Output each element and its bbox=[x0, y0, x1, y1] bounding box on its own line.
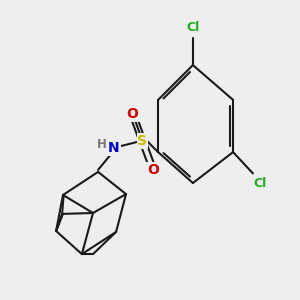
Text: Cl: Cl bbox=[253, 177, 266, 190]
Text: N: N bbox=[108, 141, 120, 154]
Text: O: O bbox=[147, 163, 159, 176]
Text: Cl: Cl bbox=[186, 21, 200, 34]
Text: O: O bbox=[127, 107, 139, 121]
Text: S: S bbox=[137, 134, 148, 148]
Text: H: H bbox=[97, 137, 106, 151]
